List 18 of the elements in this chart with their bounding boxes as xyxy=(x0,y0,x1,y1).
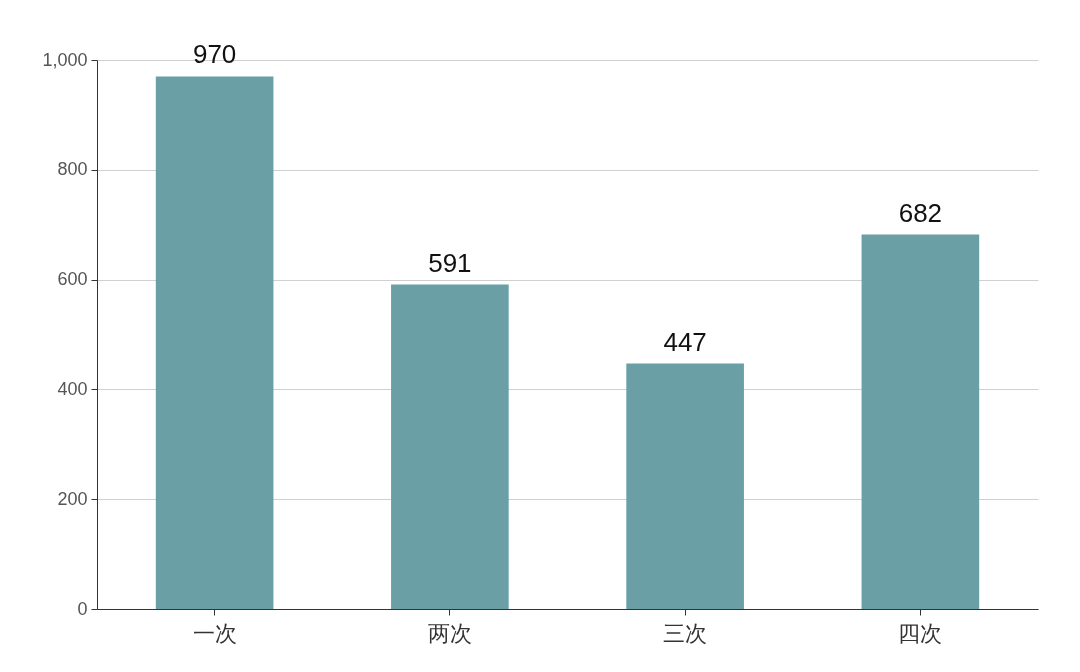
data-label: 447 xyxy=(663,326,707,357)
data-label: 591 xyxy=(428,247,472,278)
y-tick-label: 800 xyxy=(57,159,88,180)
data-label: 970 xyxy=(192,39,237,70)
data-label: 682 xyxy=(898,197,943,228)
y-tick-label: 1,000 xyxy=(42,49,88,70)
y-tick-label: 400 xyxy=(57,378,88,399)
x-tick-label: 四次 xyxy=(898,620,943,646)
bar xyxy=(155,76,274,609)
bar xyxy=(391,284,509,609)
x-tick-label: 三次 xyxy=(663,620,708,646)
y-tick-label: 200 xyxy=(57,488,88,509)
y-tick-label: 0 xyxy=(77,598,88,619)
x-tick-label: 一次 xyxy=(192,620,237,646)
bar xyxy=(861,234,980,609)
y-tick-label: 600 xyxy=(57,269,88,290)
x-tick-label: 两次 xyxy=(427,620,472,646)
bar xyxy=(626,363,744,609)
